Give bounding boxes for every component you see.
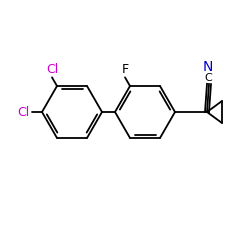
Text: F: F <box>122 63 128 76</box>
Text: Cl: Cl <box>46 63 58 76</box>
Text: C: C <box>204 73 212 83</box>
Text: N: N <box>203 60 213 74</box>
Text: Cl: Cl <box>18 106 30 118</box>
